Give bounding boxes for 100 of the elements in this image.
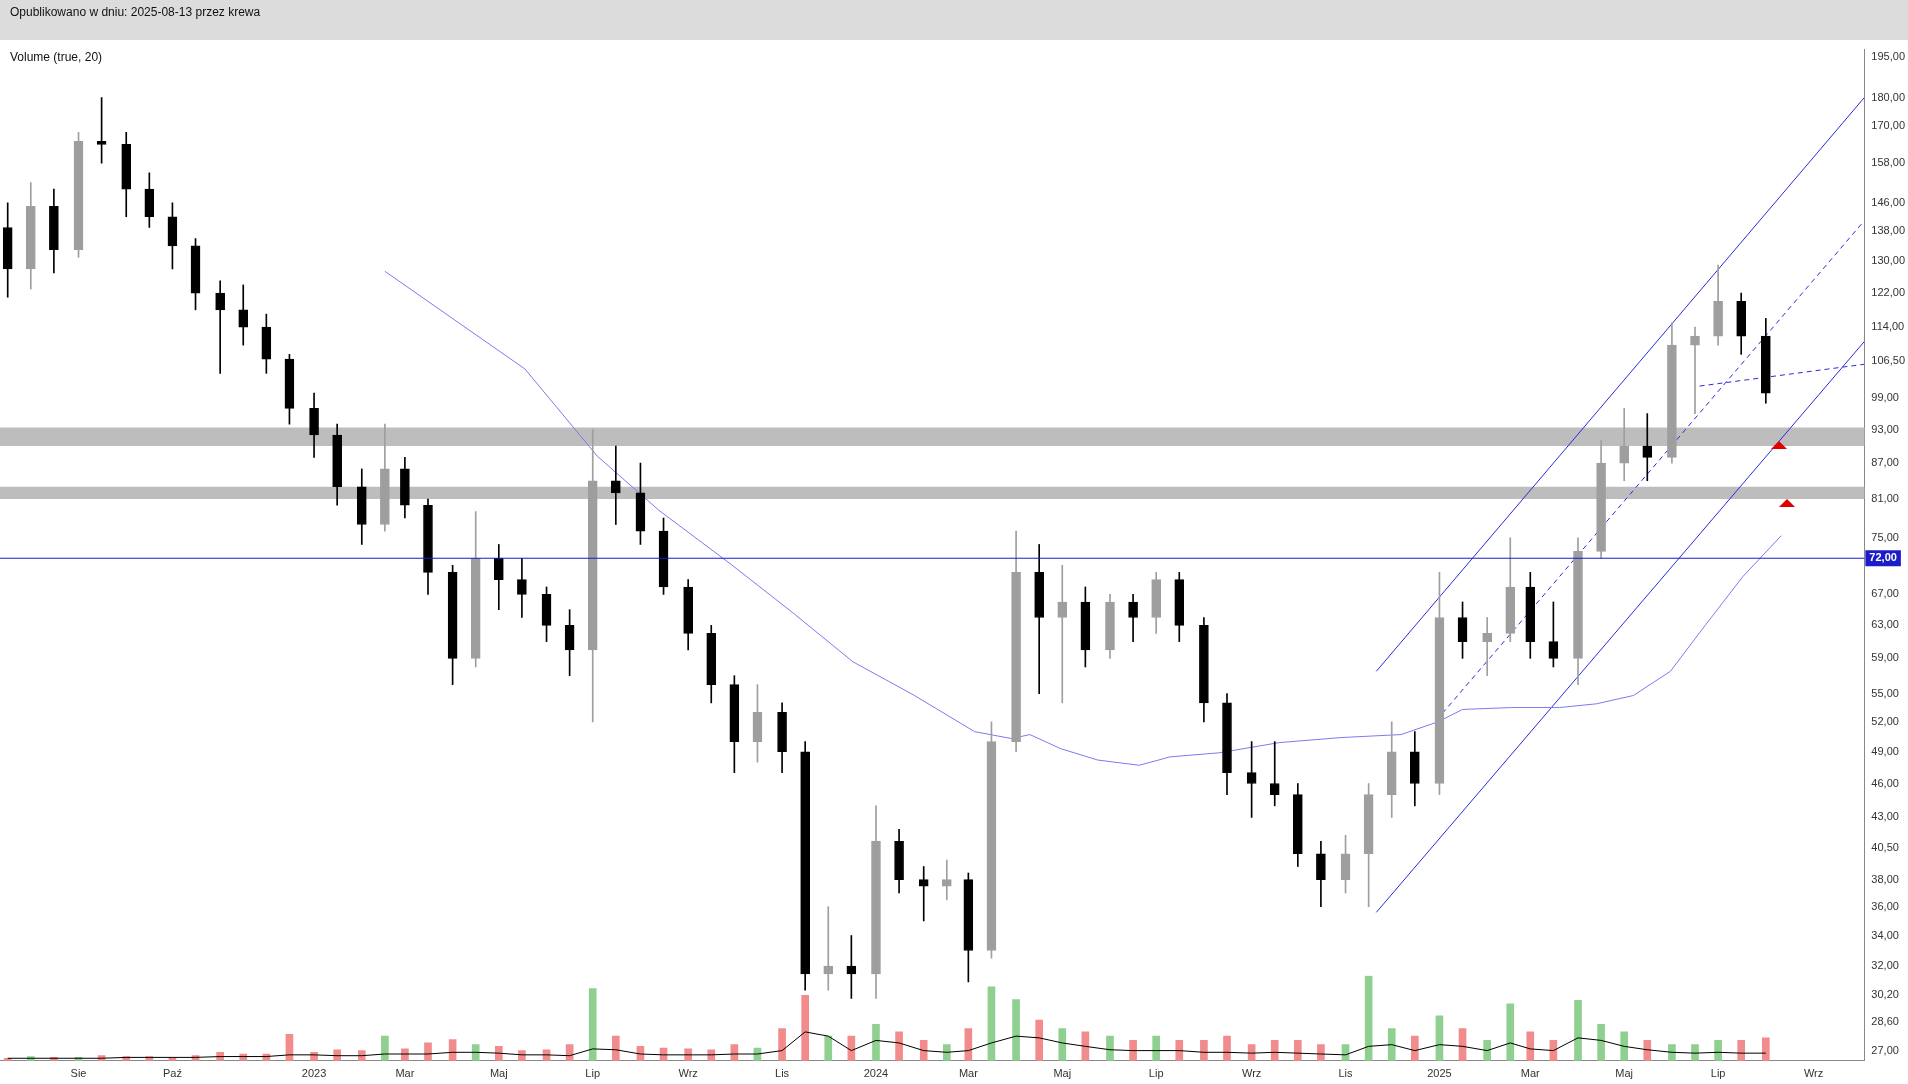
x-tick-label: Mar [395,1067,415,1080]
bar [1012,999,1020,1061]
y-tick-label: 36,00 [1871,899,1899,912]
y-tick-label: 180,00 [1871,90,1906,103]
y-tick-label: 122,00 [1871,286,1906,299]
y-tick-label: 46,00 [1871,776,1899,789]
candlestick [1619,408,1630,482]
bar [1058,1028,1067,1061]
bar [1152,1035,1161,1061]
bar [942,1044,951,1061]
bar [1526,1031,1535,1061]
y-tick-label: 99,00 [1871,391,1899,404]
y-tick-label: 52,00 [1871,714,1899,727]
bar [895,1031,903,1061]
x-tick-label: Paź [162,1067,182,1080]
x-tick-label: 2023 [301,1067,327,1080]
candlestick [1057,564,1068,704]
y-tick-label: 55,00 [1871,686,1899,699]
y-tick-label: 195,00 [1871,50,1906,63]
bar [588,988,597,1061]
bar [1410,1035,1419,1061]
candlestick [941,859,952,901]
bar [1483,1040,1491,1061]
candlestick [823,906,834,991]
y-tick-label: 63,00 [1871,618,1899,631]
candlestick [215,280,225,374]
x-tick-label: Mar [958,1067,979,1080]
bar [333,1049,341,1061]
bar [1597,1023,1605,1061]
candlestick [1690,326,1700,414]
y-tick-label: 93,00 [1871,422,1899,435]
bar [381,1035,389,1061]
candlestick [1269,741,1280,807]
bar [1574,1000,1582,1061]
chart-title: Opublikowano w dniu: 2025-08-13 przez krewa [10,5,261,19]
y-tick-label: 59,00 [1871,651,1899,664]
bar [1643,1040,1652,1061]
y-tick-label: 87,00 [1871,456,1899,469]
bar [919,1040,928,1061]
y-tick-label: 106,50 [1871,354,1906,367]
candlestick [918,866,929,922]
y-tick-label: 170,00 [1871,119,1906,132]
x-tick-label: Maj [1615,1067,1634,1080]
y-tick-label: 49,00 [1871,744,1899,757]
x-tick-label: Maj [489,1067,508,1080]
bar [778,1028,786,1061]
y-tick-label: 40,50 [1871,840,1899,853]
x-tick-label: Lis [1338,1067,1354,1080]
bar [1762,1037,1770,1061]
bar [1175,1040,1184,1061]
x-tick-label: Lip [585,1067,601,1080]
chart-title: Volume (true, 20) [10,50,103,64]
bar [1387,1028,1396,1061]
bar [1506,1003,1515,1061]
y-tick-label: 158,00 [1871,156,1906,169]
bar [1106,1035,1114,1061]
y-tick-label: 30,20 [1871,988,1899,1001]
x-tick-label: Wrz [678,1067,698,1080]
bar [801,995,809,1061]
ref-line-label: 72,00 [1869,551,1897,564]
y-tick-label: 27,00 [1871,1044,1899,1057]
bar [1270,1040,1279,1061]
y-tick-label: 34,00 [1871,928,1899,941]
y-tick-label: 130,00 [1871,254,1906,267]
x-tick-label: Lis [775,1067,790,1080]
x-tick-label: Maj [1053,1067,1072,1080]
bar [824,1035,833,1061]
candlestick [1482,617,1492,677]
y-tick-label: 114,00 [1871,320,1905,333]
bar [1200,1040,1208,1061]
y-tick-label: 67,00 [1871,587,1899,600]
candlestick [1642,413,1653,482]
y-tick-label: 43,00 [1871,810,1899,823]
y-tick-label: 138,00 [1871,224,1906,237]
y-tick-label: 38,00 [1871,872,1899,885]
x-tick-label: 2025 [1427,1067,1452,1080]
bar [1129,1040,1137,1061]
x-tick-label: Wrz [1241,1067,1262,1080]
bar [1223,1035,1231,1061]
x-tick-label: Lip [1148,1067,1164,1080]
y-tick-label: 81,00 [1871,492,1899,505]
bar [1293,1040,1302,1061]
y-tick-label: 146,00 [1871,195,1906,208]
bar [611,1035,620,1061]
x-tick-label: Sie [70,1067,87,1080]
bar [1668,1044,1676,1061]
y-tick-label: 75,00 [1871,530,1899,543]
x-tick-label: Wrz [1803,1067,1824,1080]
bar [1620,1031,1629,1061]
bar [1714,1040,1722,1061]
bar [872,1023,880,1061]
candlestick [610,445,621,525]
x-tick-label: Lip [1710,1067,1726,1080]
y-tick-label: 28,60 [1871,1015,1899,1028]
x-tick-label: Mar [1520,1067,1541,1080]
x-tick-label: 2024 [863,1067,889,1080]
bar [1737,1040,1746,1061]
y-tick-label: 32,00 [1871,959,1899,972]
bar [1035,1019,1043,1061]
bar [471,1044,480,1061]
